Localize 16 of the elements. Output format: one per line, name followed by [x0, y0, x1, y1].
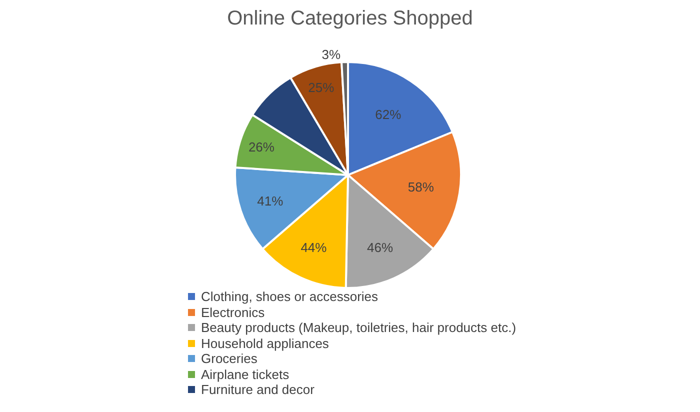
data-label: 62%	[375, 107, 402, 122]
legend-label: Electronics	[201, 304, 265, 320]
legend-label: Clothing, shoes or accessories	[201, 289, 378, 304]
legend-label: Airplane tickets	[201, 366, 290, 382]
data-label: 3%	[322, 47, 342, 62]
legend-label: Beauty products (Makeup, toiletries, hair products etc.)	[201, 320, 516, 336]
data-label: 44%	[300, 240, 328, 256]
data-label: 58%	[408, 179, 434, 194]
chart-title: Online Categories Shopped	[227, 7, 473, 30]
data-label: 46%	[367, 240, 394, 255]
data-label: 25%	[308, 80, 335, 96]
legend-label: Furniture and decor	[201, 382, 314, 398]
data-label: 26%	[248, 139, 275, 154]
legend-label: Household appliances	[201, 336, 329, 351]
data-label: 41%	[257, 194, 284, 209]
legend-label: Groceries	[201, 351, 258, 366]
